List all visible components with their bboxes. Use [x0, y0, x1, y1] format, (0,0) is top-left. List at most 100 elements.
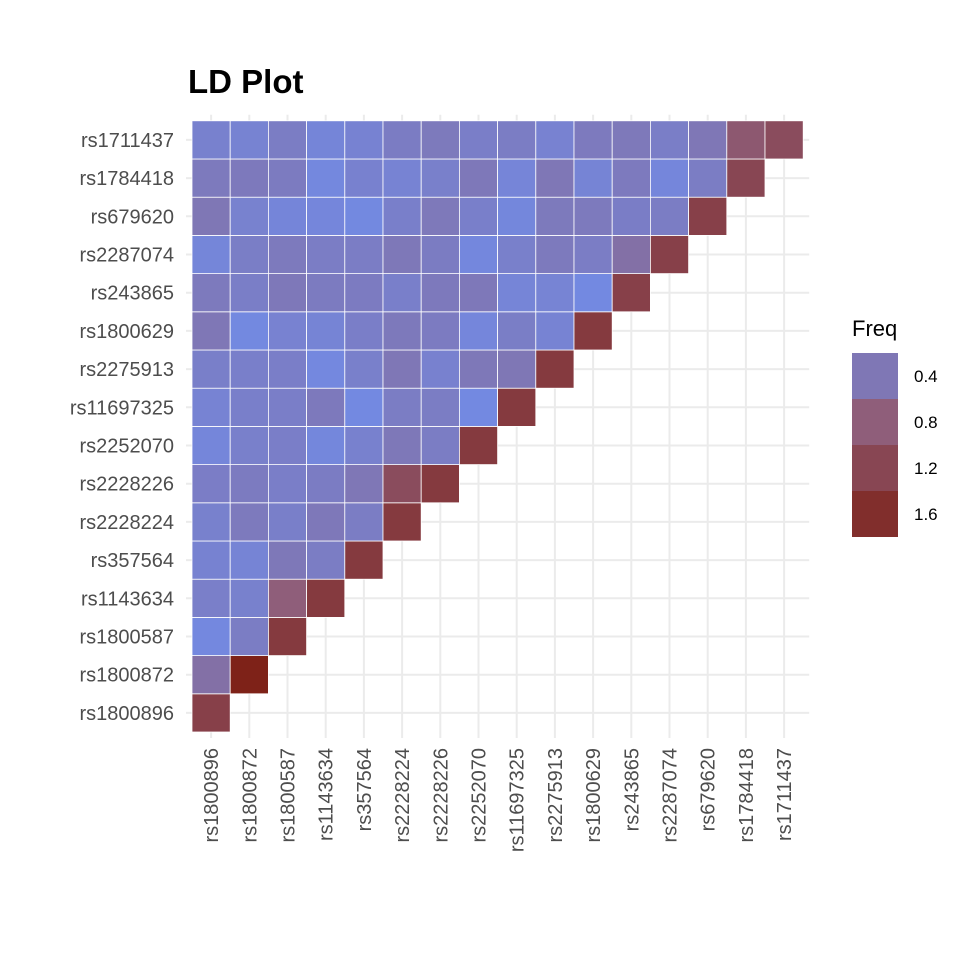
- heatmap-cell: [611, 158, 651, 198]
- legend-label: 0.8: [914, 413, 938, 432]
- heatmap-cell: [191, 349, 231, 389]
- y-tick-label: rs2275913: [79, 359, 174, 381]
- heatmap-cell: [344, 120, 384, 160]
- heatmap-cell: [497, 234, 537, 274]
- heatmap-cell: [229, 425, 269, 465]
- heatmap-cell: [191, 578, 231, 618]
- heatmap-cell: [611, 196, 651, 236]
- x-tick-label: rs357564: [354, 748, 376, 831]
- heatmap-cell: [458, 349, 498, 389]
- heatmap-cell: [573, 234, 613, 274]
- heatmap-cell: [382, 464, 422, 504]
- heatmap-cell: [229, 540, 269, 580]
- heatmap-cell: [382, 120, 422, 160]
- heatmap-cell: [497, 120, 537, 160]
- heatmap-cell: [191, 425, 231, 465]
- y-tick-label: rs1800872: [79, 665, 174, 687]
- heatmap-cell: [229, 502, 269, 542]
- heatmap-cell: [267, 502, 307, 542]
- heatmap-cell: [458, 234, 498, 274]
- heatmap-cells: [191, 120, 804, 733]
- heatmap-cell: [458, 387, 498, 427]
- heatmap-cell: [229, 196, 269, 236]
- heatmap-cell: [267, 349, 307, 389]
- heatmap-cell: [535, 349, 575, 389]
- y-tick-label: rs357564: [91, 550, 174, 572]
- heatmap-cell: [229, 387, 269, 427]
- y-tick-label: rs2252070: [79, 436, 174, 458]
- heatmap-cell: [382, 196, 422, 236]
- y-tick-label: rs243865: [91, 283, 174, 305]
- heatmap-cell: [726, 158, 766, 198]
- heatmap-cell: [267, 540, 307, 580]
- heatmap-cell: [229, 273, 269, 313]
- x-tick-label: rs1143634: [316, 748, 338, 841]
- heatmap-cell: [267, 234, 307, 274]
- heatmap-cell: [306, 120, 346, 160]
- legend-label: 0.4: [914, 367, 938, 386]
- heatmap-cell: [650, 158, 690, 198]
- heatmap-cell: [344, 158, 384, 198]
- heatmap-cell: [191, 464, 231, 504]
- heatmap-cell: [573, 273, 613, 313]
- heatmap-cell: [191, 196, 231, 236]
- heatmap-cell: [344, 196, 384, 236]
- legend-swatch: [852, 445, 898, 491]
- heatmap-cell: [306, 425, 346, 465]
- heatmap-cell: [688, 158, 728, 198]
- heatmap-cell: [497, 387, 537, 427]
- heatmap-cell: [306, 158, 346, 198]
- heatmap-cell: [535, 196, 575, 236]
- heatmap-cell: [611, 273, 651, 313]
- legend-label: 1.6: [914, 505, 938, 524]
- heatmap-cell: [344, 540, 384, 580]
- x-tick-label: rs1800896: [201, 748, 223, 843]
- heatmap-cell: [229, 578, 269, 618]
- heatmap-cell: [191, 617, 231, 657]
- y-axis-tick-labels: rs1800896 rs1800872 rs1800587 rs1143634 rs35…: [70, 130, 174, 725]
- heatmap-cell: [458, 311, 498, 351]
- legend-swatch: [852, 399, 898, 445]
- heatmap-cell: [650, 234, 690, 274]
- x-tick-label: rs2228226: [430, 748, 452, 843]
- heatmap-cell: [191, 540, 231, 580]
- heatmap-cell: [306, 234, 346, 274]
- y-tick-label: rs679620: [91, 206, 174, 228]
- heatmap-cell: [650, 120, 690, 160]
- heatmap-cell: [650, 196, 690, 236]
- heatmap-cell: [344, 311, 384, 351]
- heatmap-cell: [611, 120, 651, 160]
- heatmap-cell: [191, 273, 231, 313]
- heatmap-cell: [306, 311, 346, 351]
- legend-swatch: [852, 353, 898, 399]
- heatmap-cell: [306, 387, 346, 427]
- y-tick-label: rs1800587: [79, 627, 174, 649]
- heatmap-cell: [267, 387, 307, 427]
- heatmap-cell: [573, 311, 613, 351]
- heatmap-cell: [382, 273, 422, 313]
- heatmap-cell: [306, 578, 346, 618]
- heatmap-cell: [382, 387, 422, 427]
- heatmap-cell: [497, 349, 537, 389]
- heatmap-cell: [306, 540, 346, 580]
- heatmap-cell: [229, 311, 269, 351]
- heatmap-cell: [573, 120, 613, 160]
- heatmap-cell: [382, 425, 422, 465]
- legend: Freq 0.4 0.8 1.2 1.6: [852, 316, 938, 537]
- heatmap-cell: [573, 196, 613, 236]
- heatmap-cell: [420, 425, 460, 465]
- heatmap-cell: [229, 234, 269, 274]
- heatmap-cell: [229, 349, 269, 389]
- x-tick-label: rs11697325: [507, 748, 529, 852]
- heatmap-cell: [344, 425, 384, 465]
- x-tick-label: rs1800872: [239, 748, 261, 843]
- heatmap-cell: [229, 464, 269, 504]
- x-tick-label: rs2275913: [545, 748, 567, 843]
- heatmap-cell: [535, 158, 575, 198]
- heatmap-cell: [306, 349, 346, 389]
- heatmap-cell: [191, 387, 231, 427]
- legend-label: 1.2: [914, 459, 938, 478]
- x-tick-label: rs1800629: [583, 748, 605, 843]
- heatmap-cell: [535, 273, 575, 313]
- heatmap-cell: [267, 311, 307, 351]
